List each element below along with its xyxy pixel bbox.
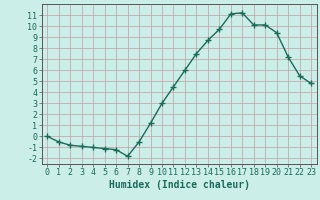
- X-axis label: Humidex (Indice chaleur): Humidex (Indice chaleur): [109, 180, 250, 190]
